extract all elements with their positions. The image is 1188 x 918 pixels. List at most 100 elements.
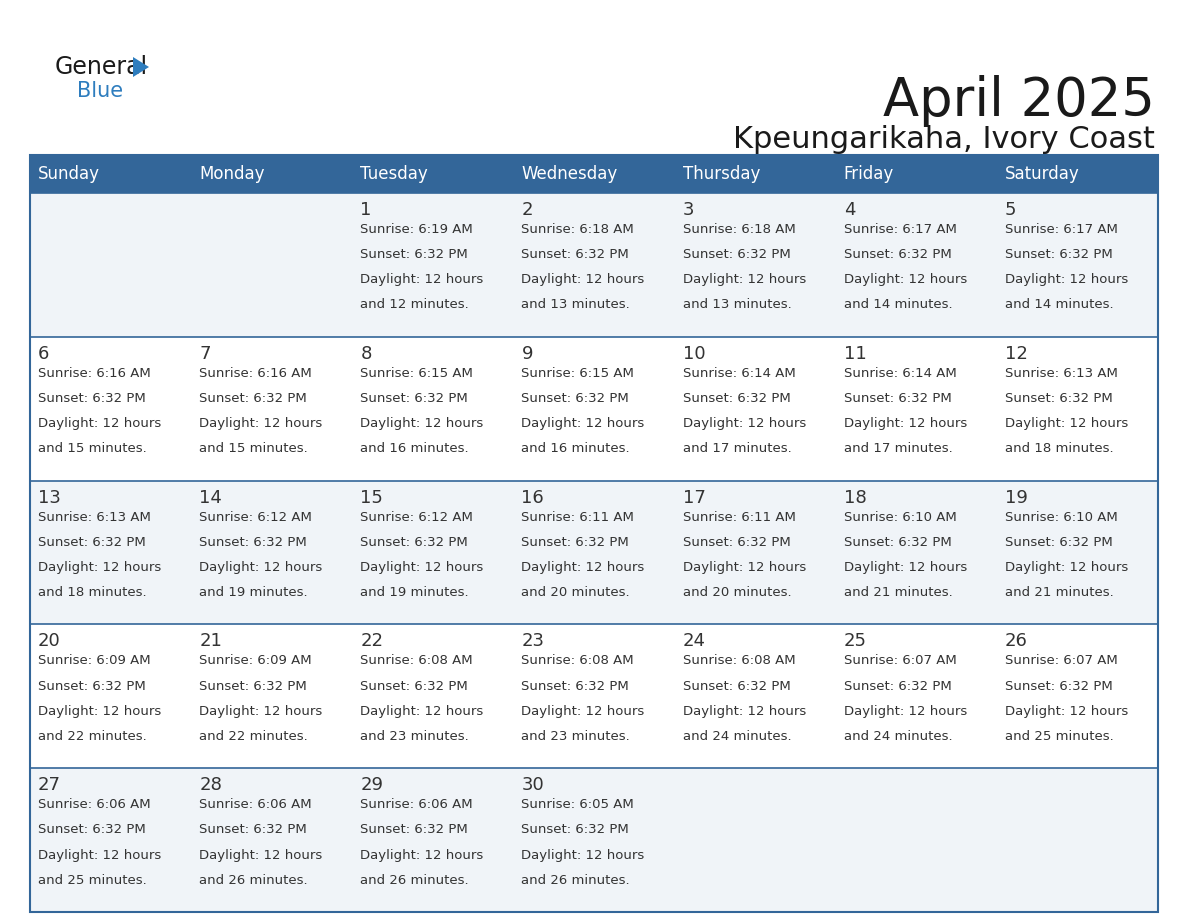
- Text: Sunset: 6:32 PM: Sunset: 6:32 PM: [1005, 248, 1113, 261]
- Text: General: General: [55, 55, 148, 79]
- Text: Daylight: 12 hours: Daylight: 12 hours: [200, 705, 322, 718]
- Bar: [513, 155, 675, 193]
- Text: Sunset: 6:32 PM: Sunset: 6:32 PM: [38, 536, 146, 549]
- Text: Daylight: 12 hours: Daylight: 12 hours: [1005, 274, 1129, 286]
- Text: 18: 18: [843, 488, 866, 507]
- Text: Sunrise: 6:11 AM: Sunrise: 6:11 AM: [522, 510, 634, 523]
- Text: 25: 25: [843, 633, 867, 650]
- Text: Friday: Friday: [843, 165, 893, 183]
- Text: Sunrise: 6:17 AM: Sunrise: 6:17 AM: [843, 223, 956, 236]
- Text: 19: 19: [1005, 488, 1028, 507]
- Text: Daylight: 12 hours: Daylight: 12 hours: [843, 561, 967, 574]
- Text: Sunrise: 6:08 AM: Sunrise: 6:08 AM: [360, 655, 473, 667]
- Text: Sunset: 6:32 PM: Sunset: 6:32 PM: [522, 823, 630, 836]
- Text: Daylight: 12 hours: Daylight: 12 hours: [522, 705, 645, 718]
- Text: Daylight: 12 hours: Daylight: 12 hours: [683, 705, 805, 718]
- Text: 22: 22: [360, 633, 384, 650]
- Text: and 19 minutes.: and 19 minutes.: [360, 586, 469, 599]
- Text: and 23 minutes.: and 23 minutes.: [360, 730, 469, 743]
- Text: and 16 minutes.: and 16 minutes.: [360, 442, 469, 455]
- Text: Sunset: 6:32 PM: Sunset: 6:32 PM: [843, 248, 952, 261]
- Text: Sunset: 6:32 PM: Sunset: 6:32 PM: [200, 679, 307, 692]
- Text: and 21 minutes.: and 21 minutes.: [843, 586, 953, 599]
- Text: Sunrise: 6:05 AM: Sunrise: 6:05 AM: [522, 798, 634, 812]
- Text: and 24 minutes.: and 24 minutes.: [683, 730, 791, 743]
- Text: Sunset: 6:32 PM: Sunset: 6:32 PM: [683, 248, 790, 261]
- Text: and 17 minutes.: and 17 minutes.: [683, 442, 791, 455]
- Text: Sunset: 6:32 PM: Sunset: 6:32 PM: [1005, 536, 1113, 549]
- Text: Sunrise: 6:17 AM: Sunrise: 6:17 AM: [1005, 223, 1118, 236]
- Text: and 14 minutes.: and 14 minutes.: [843, 298, 953, 311]
- Text: 8: 8: [360, 345, 372, 363]
- Text: and 24 minutes.: and 24 minutes.: [843, 730, 953, 743]
- Text: and 16 minutes.: and 16 minutes.: [522, 442, 630, 455]
- Text: 21: 21: [200, 633, 222, 650]
- Text: Sunrise: 6:16 AM: Sunrise: 6:16 AM: [200, 367, 312, 380]
- Text: and 19 minutes.: and 19 minutes.: [200, 586, 308, 599]
- Text: Sunset: 6:32 PM: Sunset: 6:32 PM: [38, 392, 146, 405]
- Text: Sunrise: 6:13 AM: Sunrise: 6:13 AM: [38, 510, 151, 523]
- Text: Daylight: 12 hours: Daylight: 12 hours: [522, 561, 645, 574]
- Bar: [353, 155, 513, 193]
- Text: Sunset: 6:32 PM: Sunset: 6:32 PM: [200, 536, 307, 549]
- Text: and 23 minutes.: and 23 minutes.: [522, 730, 630, 743]
- Text: Daylight: 12 hours: Daylight: 12 hours: [522, 274, 645, 286]
- Text: 14: 14: [200, 488, 222, 507]
- Text: Sunset: 6:32 PM: Sunset: 6:32 PM: [522, 392, 630, 405]
- Text: and 20 minutes.: and 20 minutes.: [522, 586, 630, 599]
- Text: 13: 13: [38, 488, 61, 507]
- Bar: [191, 155, 353, 193]
- Text: Daylight: 12 hours: Daylight: 12 hours: [843, 705, 967, 718]
- Text: and 25 minutes.: and 25 minutes.: [1005, 730, 1113, 743]
- Text: Sunrise: 6:12 AM: Sunrise: 6:12 AM: [200, 510, 312, 523]
- Text: 7: 7: [200, 345, 210, 363]
- Text: 12: 12: [1005, 345, 1028, 363]
- Text: 26: 26: [1005, 633, 1028, 650]
- Text: Sunrise: 6:08 AM: Sunrise: 6:08 AM: [683, 655, 795, 667]
- Bar: [30, 481, 1158, 624]
- Text: Sunrise: 6:09 AM: Sunrise: 6:09 AM: [200, 655, 311, 667]
- Text: Sunset: 6:32 PM: Sunset: 6:32 PM: [683, 536, 790, 549]
- Text: 16: 16: [522, 488, 544, 507]
- Text: 4: 4: [843, 201, 855, 219]
- Text: Daylight: 12 hours: Daylight: 12 hours: [360, 705, 484, 718]
- Text: Blue: Blue: [77, 81, 124, 101]
- Text: Sunset: 6:32 PM: Sunset: 6:32 PM: [522, 536, 630, 549]
- Text: Daylight: 12 hours: Daylight: 12 hours: [522, 848, 645, 861]
- Text: and 13 minutes.: and 13 minutes.: [683, 298, 791, 311]
- Text: Thursday: Thursday: [683, 165, 760, 183]
- Text: Saturday: Saturday: [1005, 165, 1080, 183]
- Text: Daylight: 12 hours: Daylight: 12 hours: [1005, 561, 1129, 574]
- Text: and 14 minutes.: and 14 minutes.: [1005, 298, 1113, 311]
- Text: Tuesday: Tuesday: [360, 165, 428, 183]
- Text: Sunrise: 6:13 AM: Sunrise: 6:13 AM: [1005, 367, 1118, 380]
- Text: Daylight: 12 hours: Daylight: 12 hours: [1005, 417, 1129, 431]
- Text: Daylight: 12 hours: Daylight: 12 hours: [683, 274, 805, 286]
- Text: and 13 minutes.: and 13 minutes.: [522, 298, 630, 311]
- Text: Sunset: 6:32 PM: Sunset: 6:32 PM: [200, 823, 307, 836]
- Text: 23: 23: [522, 633, 544, 650]
- Text: Sunrise: 6:15 AM: Sunrise: 6:15 AM: [522, 367, 634, 380]
- Text: Daylight: 12 hours: Daylight: 12 hours: [38, 705, 162, 718]
- Text: Daylight: 12 hours: Daylight: 12 hours: [360, 417, 484, 431]
- Text: 10: 10: [683, 345, 706, 363]
- Text: 3: 3: [683, 201, 694, 219]
- Text: Daylight: 12 hours: Daylight: 12 hours: [38, 848, 162, 861]
- Text: Sunset: 6:32 PM: Sunset: 6:32 PM: [360, 248, 468, 261]
- Text: Sunrise: 6:18 AM: Sunrise: 6:18 AM: [683, 223, 795, 236]
- Text: Sunrise: 6:19 AM: Sunrise: 6:19 AM: [360, 223, 473, 236]
- Text: and 18 minutes.: and 18 minutes.: [38, 586, 146, 599]
- Text: Sunset: 6:32 PM: Sunset: 6:32 PM: [360, 679, 468, 692]
- Text: Sunrise: 6:10 AM: Sunrise: 6:10 AM: [1005, 510, 1118, 523]
- Text: Sunrise: 6:08 AM: Sunrise: 6:08 AM: [522, 655, 634, 667]
- Text: 9: 9: [522, 345, 533, 363]
- Text: 29: 29: [360, 777, 384, 794]
- Text: Daylight: 12 hours: Daylight: 12 hours: [200, 848, 322, 861]
- Text: and 25 minutes.: and 25 minutes.: [38, 874, 147, 887]
- Text: 20: 20: [38, 633, 61, 650]
- Text: 27: 27: [38, 777, 61, 794]
- Bar: [30, 155, 1158, 912]
- Text: 5: 5: [1005, 201, 1017, 219]
- Text: Sunrise: 6:14 AM: Sunrise: 6:14 AM: [683, 367, 795, 380]
- Text: 17: 17: [683, 488, 706, 507]
